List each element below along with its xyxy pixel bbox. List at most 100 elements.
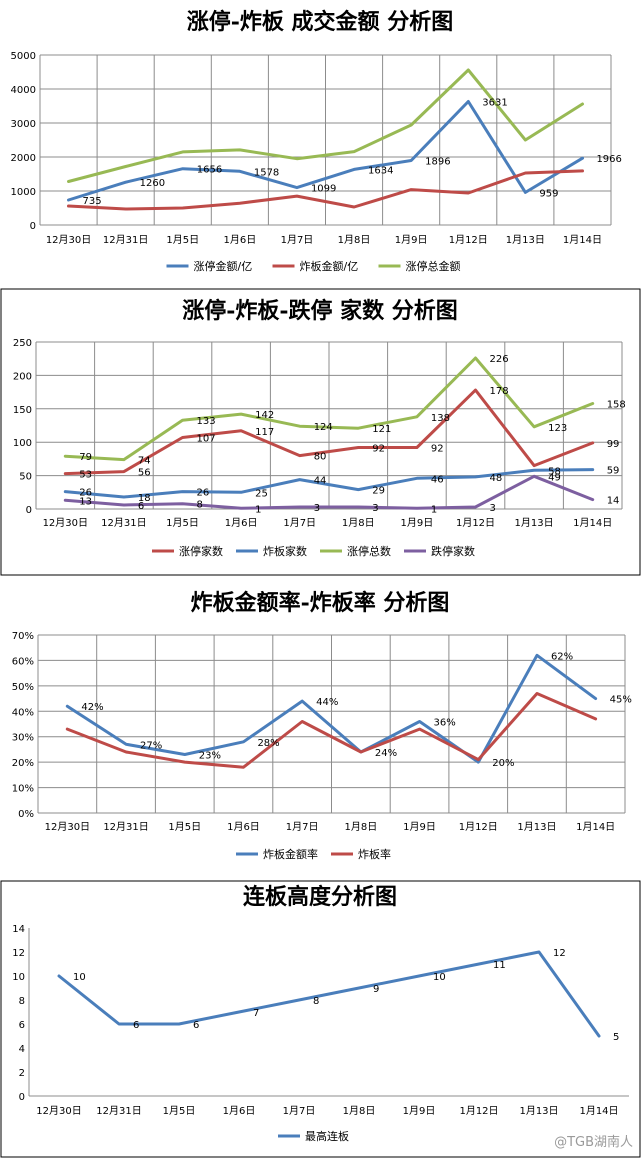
x-tick-label: 1月7日 (283, 517, 316, 529)
data-label: 49 (548, 472, 561, 483)
rates-line-chart: 炸板金额率-炸板率 分析图 0% 10% 20% 30% 40% 50% 60% 70% 12月3… (12, 590, 632, 861)
data-label: 36% (434, 717, 456, 728)
series-line-0 (63, 388, 595, 476)
y-tick-label: 1000 (11, 187, 36, 198)
x-tick-label: 1月12日 (449, 234, 488, 246)
data-label: 44% (316, 697, 338, 708)
y-tick-label: 40% (12, 707, 34, 718)
chart-panel-counts: 涨停-炸板-跌停 家数 分析图 0 50 100 150 200 250 12月30日 12月3… (0, 288, 641, 576)
chart-title: 连板高度分析图 (243, 884, 397, 910)
data-label: 1 (255, 504, 261, 515)
y-tick-label: 60% (12, 656, 34, 667)
y-tick-label: 0 (26, 505, 32, 516)
data-label: 13 (79, 496, 92, 507)
data-label: 124 (314, 422, 333, 433)
x-tick-label: 1月6日 (223, 1105, 256, 1117)
data-label: 735 (83, 196, 102, 207)
data-label: 56 (138, 468, 151, 479)
data-label: 58 (548, 466, 561, 477)
data-label: 18 (138, 493, 151, 504)
y-tick-label: 2 (19, 1068, 25, 1079)
y-tick-label: 70% (12, 631, 34, 642)
data-label: 1260 (140, 178, 165, 189)
legend-label: 涨停金额/亿 (194, 259, 253, 273)
data-label: 142 (255, 410, 274, 421)
data-label: 1099 (311, 184, 336, 195)
data-label: 959 (539, 188, 558, 199)
y-tick-label: 250 (13, 338, 32, 349)
data-label: 6 (133, 1020, 139, 1031)
data-label: 79 (79, 452, 92, 463)
y-tick-label: 10% (12, 784, 34, 795)
x-tick-label: 1月5日 (163, 1105, 196, 1117)
data-label: 123 (548, 423, 567, 434)
y-tick-label: 8 (19, 996, 25, 1007)
x-tick-label: 1月6日 (225, 517, 258, 529)
x-tick-label: 1月13日 (506, 234, 545, 246)
data-label: 26 (197, 488, 210, 499)
data-label: 3 (314, 503, 320, 514)
data-label: 226 (490, 354, 509, 365)
chart-title: 涨停-炸板 成交金额 分析图 (187, 9, 453, 35)
data-label: 3 (490, 503, 496, 514)
series-line-0 (57, 950, 601, 1038)
x-tick-label: 1月9日 (403, 1105, 436, 1117)
data-label: 20% (492, 758, 514, 769)
data-label: 3 (372, 503, 378, 514)
series-line-1 (67, 169, 584, 211)
y-tick-label: 150 (13, 405, 32, 416)
x-tick-label: 12月30日 (43, 517, 88, 529)
x-tick-label: 12月31日 (101, 517, 146, 529)
data-label: 25 (255, 488, 268, 499)
x-tick-label: 12月30日 (45, 821, 90, 833)
chart-panel-turnover: 涨停-炸板 成交金额 分析图 0 1000 2000 3000 4000 5000 12月30… (0, 0, 641, 280)
data-label: 1578 (254, 167, 279, 178)
y-tick-label: 0 (30, 221, 36, 232)
x-tick-label: 1月8日 (342, 517, 375, 529)
legend-label: 炸板率 (358, 847, 391, 861)
y-tick-label: 14 (12, 924, 25, 935)
legend-label: 炸板金额率 (263, 847, 318, 861)
y-tick-label: 12 (12, 948, 25, 959)
legend-label: 炸板家数 (263, 544, 307, 558)
legend-label: 涨停总金额 (406, 259, 461, 273)
chart-title: 炸板金额率-炸板率 分析图 (191, 590, 450, 616)
data-label: 74 (138, 456, 151, 467)
data-label: 1896 (425, 157, 450, 168)
x-tick-label: 1月5日 (166, 234, 199, 246)
y-tick-label: 50 (19, 472, 32, 483)
y-tick-label: 100 (13, 438, 32, 449)
chart-border (0, 288, 641, 576)
x-tick-label: 1月13日 (517, 821, 556, 833)
data-label: 59 (607, 466, 620, 477)
y-tick-label: 30% (12, 733, 34, 744)
data-label: 10 (73, 972, 86, 983)
chart-panel-height: 连板高度分析图 0 2 4 6 8 10 12 14 12月30日 12月31日 1月5日 1月6日 1月… (0, 880, 641, 1158)
data-label: 158 (607, 399, 626, 410)
data-label: 29 (372, 486, 385, 497)
gridlines (37, 634, 626, 814)
y-tick-label: 0 (19, 1092, 25, 1103)
data-label: 8 (197, 500, 203, 511)
data-label: 26 (79, 488, 92, 499)
x-tick-label: 1月8日 (343, 1105, 376, 1117)
x-tick-label: 1月12日 (459, 1105, 498, 1117)
counts-line-chart: 涨停-炸板-跌停 家数 分析图 0 50 100 150 200 250 12月30日 12月3… (0, 288, 641, 576)
data-label: 133 (197, 416, 216, 427)
data-label: 9 (373, 984, 379, 995)
data-label: 45% (610, 695, 632, 706)
x-tick-label: 1月13日 (519, 1105, 558, 1117)
data-label: 48 (490, 473, 503, 484)
series-line-2 (63, 356, 595, 462)
y-tick-label: 5000 (11, 51, 36, 62)
x-tick-label: 1月8日 (344, 821, 377, 833)
gridlines (28, 928, 629, 1097)
x-tick-label: 12月31日 (103, 234, 148, 246)
data-label: 5 (613, 1032, 619, 1043)
data-label: 24% (375, 748, 397, 759)
x-tick-label: 1月14日 (563, 234, 602, 246)
x-tick-label: 12月31日 (103, 821, 148, 833)
data-label: 46 (431, 474, 444, 485)
series-line-1 (65, 692, 598, 769)
data-label: 6 (193, 1020, 199, 1031)
